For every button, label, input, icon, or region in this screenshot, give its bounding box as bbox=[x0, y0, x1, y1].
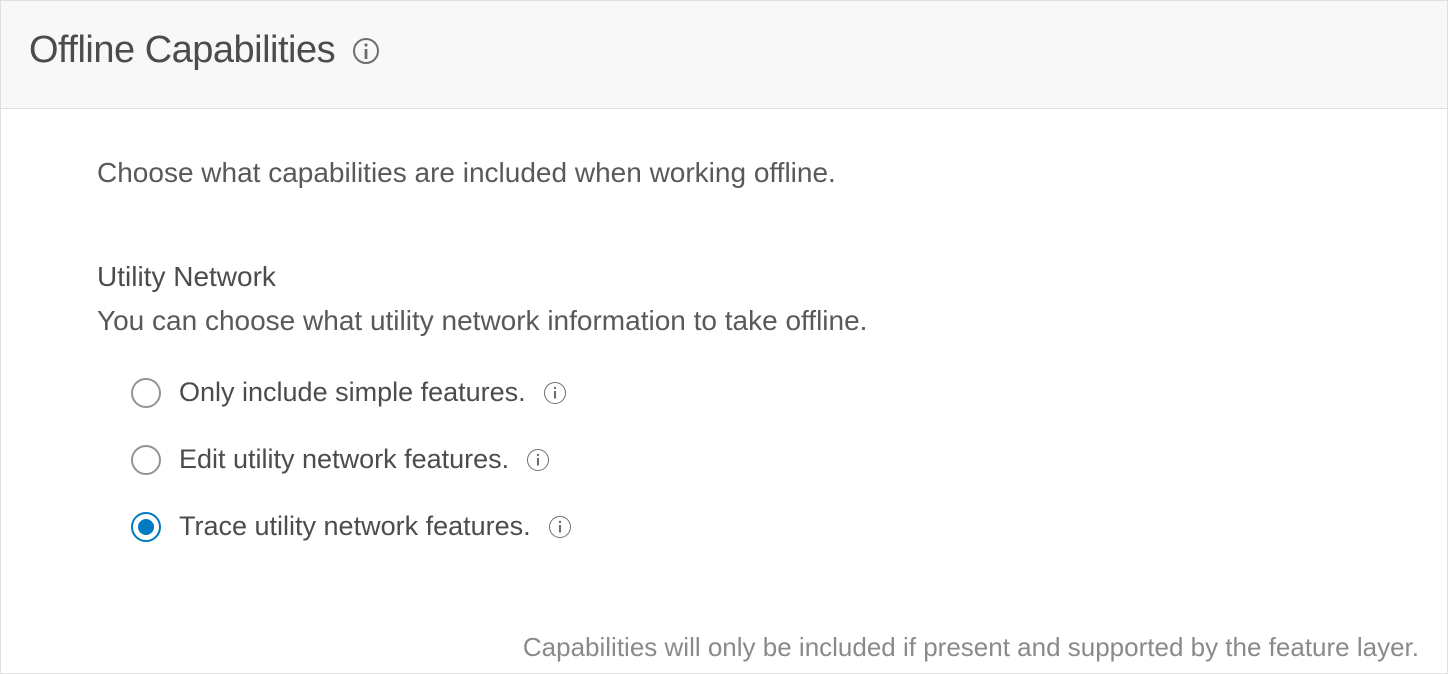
section-description: You can choose what utility network info… bbox=[97, 305, 1351, 337]
info-icon[interactable] bbox=[527, 449, 549, 471]
panel-content: Choose what capabilities are included wh… bbox=[1, 109, 1447, 673]
radio-label: Trace utility network features. bbox=[179, 511, 531, 542]
panel-description: Choose what capabilities are included wh… bbox=[97, 157, 1351, 189]
info-icon[interactable] bbox=[353, 38, 379, 64]
radio-option-trace-features[interactable]: Trace utility network features. bbox=[131, 511, 1351, 542]
info-icon[interactable] bbox=[549, 516, 571, 538]
radio-button-selected bbox=[131, 512, 161, 542]
section-title: Utility Network bbox=[97, 261, 1351, 293]
panel-title: Offline Capabilities bbox=[29, 29, 335, 72]
radio-group-utility-network: Only include simple features. Edit utili… bbox=[97, 377, 1351, 542]
info-icon[interactable] bbox=[544, 382, 566, 404]
radio-dot bbox=[138, 519, 154, 535]
radio-option-edit-features[interactable]: Edit utility network features. bbox=[131, 444, 1351, 475]
radio-option-simple-features[interactable]: Only include simple features. bbox=[131, 377, 1351, 408]
radio-label: Edit utility network features. bbox=[179, 444, 509, 475]
radio-button bbox=[131, 378, 161, 408]
offline-capabilities-panel: Offline Capabilities Choose what capabil… bbox=[0, 0, 1448, 674]
panel-header: Offline Capabilities bbox=[1, 1, 1447, 109]
footer-note: Capabilities will only be included if pr… bbox=[523, 632, 1419, 663]
radio-button bbox=[131, 445, 161, 475]
radio-label: Only include simple features. bbox=[179, 377, 526, 408]
